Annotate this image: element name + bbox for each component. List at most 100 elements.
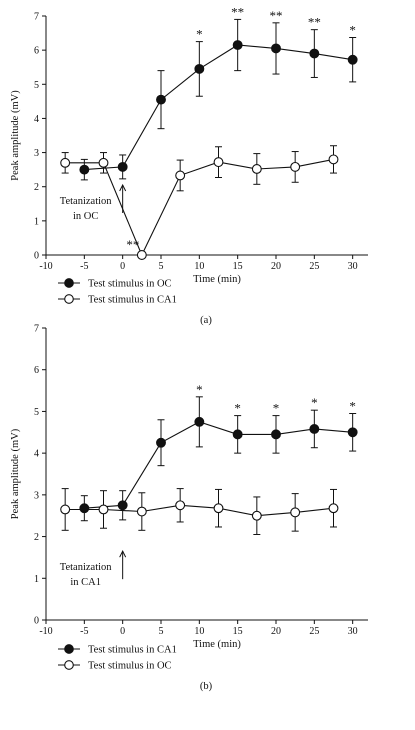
data-point xyxy=(290,507,301,518)
data-point xyxy=(60,157,71,168)
data-point xyxy=(232,429,243,440)
x-tick-label: 15 xyxy=(233,626,243,637)
y-tick-label: 5 xyxy=(34,80,39,91)
significance-mark: * xyxy=(349,399,356,414)
x-tick-label: 20 xyxy=(271,261,281,272)
significance-mark: ** xyxy=(308,15,321,30)
y-axis-label: Peak amplitude (mV) xyxy=(10,90,21,181)
significance-mark: * xyxy=(349,23,356,38)
y-tick-label: 6 xyxy=(34,365,39,376)
series-filled: * * * * * xyxy=(79,382,358,522)
y-tick-label: 4 xyxy=(34,449,39,460)
data-point xyxy=(271,429,281,440)
legend-label: Test stimulus in OC xyxy=(88,661,172,672)
y-tick-label: 5 xyxy=(34,407,39,418)
legend-marker xyxy=(64,278,74,288)
x-tick-label: 20 xyxy=(271,626,281,637)
data-point xyxy=(271,43,281,54)
x-tick-label: 0 xyxy=(120,626,125,637)
data-point xyxy=(213,157,224,168)
chart-panel-b: 0 1 2 3 4 5 6 7 -10 -5 0 5 10 15 20 25 30 Time (min) Peak … xyxy=(10,324,368,692)
data-point xyxy=(79,503,90,514)
legend-label: Test stimulus in CA1 xyxy=(88,295,177,306)
annotation-text: Tetanization xyxy=(60,196,112,207)
legend-marker xyxy=(64,644,74,654)
series-filled: *** ** *** xyxy=(79,4,358,181)
data-point xyxy=(194,63,205,74)
x-tick-label: 5 xyxy=(159,626,164,637)
data-point xyxy=(117,161,128,172)
series-line xyxy=(84,421,353,509)
annotation-text: in OC xyxy=(73,211,98,222)
x-axis-label: Time (min) xyxy=(193,274,241,285)
legend-marker xyxy=(64,660,74,670)
significance-mark: ** xyxy=(231,4,244,19)
data-point xyxy=(175,170,186,181)
x-tick-label: 10 xyxy=(194,261,204,272)
x-tick-label: 0 xyxy=(120,261,125,272)
panel-label: (a) xyxy=(200,315,212,326)
annotation-arrowhead xyxy=(119,550,127,558)
x-tick-label: 15 xyxy=(233,261,243,272)
significance-mark: * xyxy=(311,395,318,410)
data-point xyxy=(290,161,301,172)
data-point xyxy=(213,503,224,514)
x-tick-label: 30 xyxy=(348,261,358,272)
panel-label: (b) xyxy=(200,681,213,692)
data-point xyxy=(309,48,320,59)
series-line xyxy=(65,504,334,517)
data-point xyxy=(117,500,128,511)
x-tick-label: 5 xyxy=(159,261,164,272)
y-tick-label: 1 xyxy=(34,216,39,227)
data-point xyxy=(98,504,109,515)
data-point xyxy=(347,54,358,65)
x-tick-label: -10 xyxy=(39,626,52,637)
data-point xyxy=(194,416,205,427)
y-tick-label: 3 xyxy=(34,148,39,159)
significance-mark: * xyxy=(273,401,280,416)
legend-label: Test stimulus in OC xyxy=(88,279,172,290)
series-open xyxy=(60,488,339,535)
y-tick-label: 3 xyxy=(34,490,39,501)
y-tick-label: 4 xyxy=(34,114,39,125)
data-point xyxy=(328,154,339,165)
significance-mark: * xyxy=(196,382,203,397)
data-point xyxy=(232,40,243,50)
y-tick-label: 1 xyxy=(34,574,39,585)
data-point xyxy=(309,423,320,434)
x-tick-label: -5 xyxy=(80,261,88,272)
y-tick-label: 7 xyxy=(34,324,39,335)
y-tick-label: 0 xyxy=(34,616,39,627)
significance-mark: ** xyxy=(126,237,139,252)
y-tick-label: 0 xyxy=(34,251,39,262)
data-point xyxy=(136,506,147,517)
data-point xyxy=(98,157,109,168)
y-tick-label: 2 xyxy=(34,532,39,543)
annotation-arrowhead xyxy=(119,183,127,192)
data-point xyxy=(251,510,262,521)
annotation-text: Tetanization xyxy=(60,562,112,573)
series-open: ** xyxy=(60,145,339,260)
significance-mark: * xyxy=(196,27,203,42)
y-axis-label: Peak amplitude (mV) xyxy=(10,428,21,519)
x-tick-label: -5 xyxy=(80,626,88,637)
data-point xyxy=(175,500,186,511)
legend-label: Test stimulus in CA1 xyxy=(88,645,177,656)
data-point xyxy=(347,427,358,438)
x-tick-label: 30 xyxy=(348,626,358,637)
legend-marker xyxy=(64,294,74,304)
data-point xyxy=(156,437,166,448)
significance-mark: ** xyxy=(270,8,283,23)
data-point xyxy=(79,164,90,175)
y-tick-label: 7 xyxy=(34,12,39,23)
data-point xyxy=(60,504,71,515)
data-point xyxy=(251,164,262,174)
x-tick-label: 25 xyxy=(309,261,319,272)
series-line xyxy=(84,44,353,171)
x-axis-label: Time (min) xyxy=(193,639,241,650)
y-tick-label: 2 xyxy=(34,182,39,193)
x-tick-label: -10 xyxy=(39,261,52,272)
data-point xyxy=(156,94,166,105)
x-tick-label: 10 xyxy=(194,626,204,637)
